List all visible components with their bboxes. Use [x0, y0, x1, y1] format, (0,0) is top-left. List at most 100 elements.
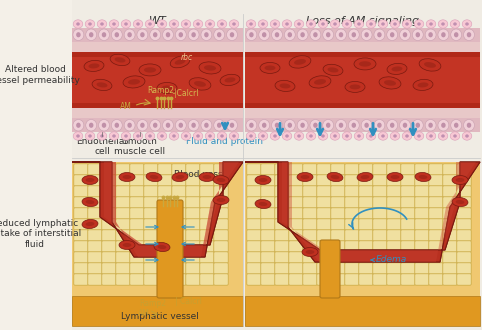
FancyBboxPatch shape	[443, 164, 457, 175]
Ellipse shape	[378, 132, 388, 140]
FancyBboxPatch shape	[429, 219, 443, 230]
FancyBboxPatch shape	[345, 274, 359, 285]
Ellipse shape	[110, 54, 130, 66]
FancyBboxPatch shape	[443, 186, 457, 197]
Ellipse shape	[73, 119, 84, 131]
Ellipse shape	[208, 22, 212, 26]
Ellipse shape	[262, 123, 267, 128]
FancyBboxPatch shape	[144, 208, 158, 219]
Ellipse shape	[216, 178, 226, 182]
Ellipse shape	[184, 134, 188, 138]
FancyBboxPatch shape	[415, 164, 429, 175]
FancyBboxPatch shape	[359, 197, 373, 208]
FancyBboxPatch shape	[116, 252, 130, 263]
Ellipse shape	[390, 132, 400, 140]
Ellipse shape	[450, 132, 460, 140]
FancyBboxPatch shape	[74, 175, 88, 186]
FancyBboxPatch shape	[387, 274, 401, 285]
Ellipse shape	[259, 29, 269, 41]
Ellipse shape	[178, 123, 183, 128]
Ellipse shape	[160, 22, 164, 26]
Ellipse shape	[441, 32, 446, 37]
Ellipse shape	[153, 32, 158, 37]
FancyBboxPatch shape	[345, 230, 359, 241]
FancyBboxPatch shape	[200, 219, 214, 230]
Ellipse shape	[391, 66, 402, 71]
FancyBboxPatch shape	[415, 241, 429, 252]
Ellipse shape	[454, 32, 458, 37]
FancyBboxPatch shape	[359, 252, 373, 263]
FancyBboxPatch shape	[186, 164, 200, 175]
Ellipse shape	[384, 80, 396, 86]
FancyBboxPatch shape	[186, 219, 200, 230]
Ellipse shape	[323, 64, 343, 76]
FancyBboxPatch shape	[247, 274, 261, 285]
Ellipse shape	[109, 20, 119, 28]
FancyBboxPatch shape	[130, 197, 144, 208]
Ellipse shape	[425, 29, 436, 41]
Ellipse shape	[288, 123, 292, 128]
FancyBboxPatch shape	[317, 219, 331, 230]
FancyBboxPatch shape	[74, 263, 88, 274]
FancyBboxPatch shape	[130, 219, 144, 230]
Bar	[72, 42, 243, 52]
Ellipse shape	[246, 119, 257, 131]
FancyBboxPatch shape	[214, 208, 228, 219]
Ellipse shape	[217, 32, 221, 37]
FancyBboxPatch shape	[186, 230, 200, 241]
FancyBboxPatch shape	[261, 241, 275, 252]
Ellipse shape	[354, 58, 376, 70]
Ellipse shape	[321, 22, 325, 26]
Ellipse shape	[361, 119, 372, 131]
Ellipse shape	[82, 176, 98, 184]
Ellipse shape	[455, 178, 464, 182]
FancyBboxPatch shape	[317, 274, 331, 285]
Ellipse shape	[415, 173, 431, 182]
FancyBboxPatch shape	[172, 241, 186, 252]
Polygon shape	[245, 162, 480, 262]
Bar	[245, 118, 480, 132]
FancyBboxPatch shape	[373, 252, 387, 263]
Ellipse shape	[310, 29, 321, 41]
FancyBboxPatch shape	[247, 186, 261, 197]
Ellipse shape	[124, 22, 128, 26]
Ellipse shape	[403, 123, 407, 128]
FancyBboxPatch shape	[88, 175, 102, 186]
FancyBboxPatch shape	[457, 208, 471, 219]
Ellipse shape	[111, 29, 122, 41]
Ellipse shape	[127, 32, 132, 37]
Ellipse shape	[175, 29, 186, 41]
FancyBboxPatch shape	[359, 241, 373, 252]
Ellipse shape	[301, 175, 309, 179]
FancyBboxPatch shape	[331, 241, 345, 252]
FancyBboxPatch shape	[158, 164, 172, 175]
Ellipse shape	[335, 29, 347, 41]
Ellipse shape	[414, 20, 424, 28]
FancyBboxPatch shape	[331, 164, 345, 175]
Ellipse shape	[166, 123, 170, 128]
Ellipse shape	[230, 32, 234, 37]
Ellipse shape	[414, 132, 424, 140]
FancyBboxPatch shape	[158, 197, 172, 208]
Ellipse shape	[128, 79, 140, 85]
Ellipse shape	[339, 123, 343, 128]
FancyBboxPatch shape	[214, 175, 228, 186]
Ellipse shape	[181, 132, 191, 140]
Ellipse shape	[136, 22, 140, 26]
Ellipse shape	[102, 32, 106, 37]
FancyBboxPatch shape	[102, 274, 116, 285]
FancyBboxPatch shape	[429, 274, 443, 285]
Text: Fluid and protein: Fluid and protein	[187, 137, 264, 146]
FancyBboxPatch shape	[429, 208, 443, 219]
FancyBboxPatch shape	[130, 274, 144, 285]
FancyBboxPatch shape	[200, 263, 214, 274]
Ellipse shape	[309, 76, 331, 88]
Ellipse shape	[417, 134, 421, 138]
Ellipse shape	[361, 29, 372, 41]
Ellipse shape	[137, 119, 148, 131]
Ellipse shape	[178, 32, 183, 37]
Ellipse shape	[300, 32, 305, 37]
Polygon shape	[76, 162, 239, 257]
Ellipse shape	[261, 134, 265, 138]
FancyBboxPatch shape	[247, 230, 261, 241]
